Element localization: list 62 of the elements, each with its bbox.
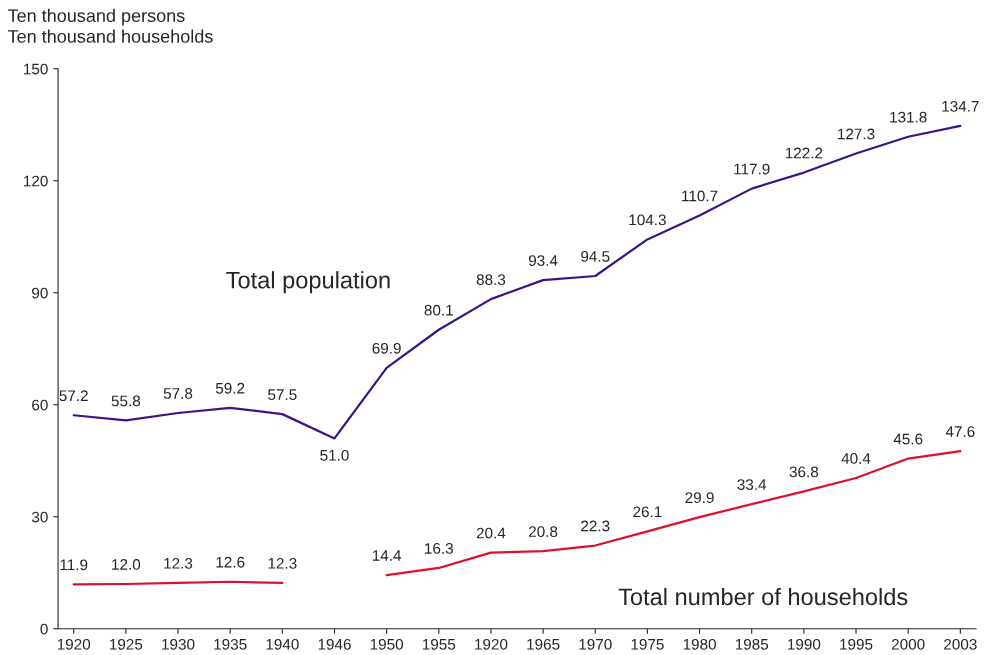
x-tick-label: 1950 (370, 638, 404, 650)
series-label: Total number of households (618, 587, 908, 606)
data-label: 20.8 (529, 526, 558, 538)
data-label: 12.0 (112, 559, 141, 570)
x-tick-label: 1955 (422, 638, 456, 650)
data-label: 122.2 (785, 147, 823, 159)
data-label: 55.8 (111, 395, 141, 407)
x-tick-label: 2003 (944, 638, 977, 650)
data-label: 51.0 (320, 449, 349, 461)
x-tick-label: 2000 (891, 638, 925, 650)
data-label: 57.5 (268, 389, 297, 400)
x-tick-label: 1965 (527, 638, 560, 650)
data-label: 45.6 (893, 433, 923, 445)
data-label: 57.8 (163, 388, 193, 399)
data-label: 22.3 (581, 520, 610, 532)
y-axis-title: Ten thousand persons Ten thousand households (7, 8, 213, 43)
y-tick-label: 60 (32, 399, 48, 411)
data-label: 12.6 (216, 556, 245, 568)
data-label: 57.2 (59, 390, 88, 402)
data-label: 33.4 (737, 479, 767, 490)
y-tick-label: 150 (24, 63, 48, 75)
data-label: 14.4 (372, 550, 402, 561)
x-tick-label: 1970 (579, 638, 612, 650)
data-label: 104.3 (629, 214, 666, 226)
data-label: 47.6 (945, 426, 975, 437)
x-tick-label: 1935 (214, 638, 247, 650)
data-label: 20.4 (476, 527, 506, 539)
x-tick-label: 1930 (162, 638, 195, 650)
data-label: 40.4 (841, 453, 871, 464)
data-label: 16.3 (425, 542, 453, 554)
y-tick-label: 120 (24, 175, 48, 187)
x-tick-label: 1995 (840, 638, 873, 650)
data-label: 93.4 (528, 255, 558, 266)
data-label: 80.1 (424, 304, 453, 316)
x-tick-label: 1980 (683, 638, 716, 650)
x-tick-label: 1946 (318, 638, 351, 650)
x-tick-label: 1990 (788, 638, 821, 650)
data-label: 12.3 (268, 557, 297, 569)
text: Total population (226, 271, 390, 294)
data-label: 131.8 (890, 111, 927, 123)
data-label: 36.8 (789, 466, 819, 478)
data-label: 26.1 (633, 506, 662, 518)
x-tick-label: 1975 (631, 638, 664, 650)
data-label: 127.3 (838, 128, 875, 140)
y-tick-label: 30 (31, 511, 48, 523)
data-label: 88.3 (476, 274, 506, 285)
data-label: 59.2 (215, 382, 245, 394)
data-label: 134.7 (942, 100, 979, 112)
y-tick-label: 0 (40, 623, 48, 635)
data-label: 11.9 (60, 559, 88, 571)
y-tick-label: 90 (32, 287, 48, 299)
x-tick-label: 1925 (110, 638, 143, 650)
x-tick-label: 1920 (475, 638, 508, 650)
data-label: 29.9 (685, 492, 714, 504)
data-label: 110.7 (682, 190, 718, 202)
data-label: 69.9 (372, 342, 401, 354)
data-label: 12.3 (164, 557, 193, 569)
data-label: 117.9 (734, 163, 770, 175)
x-tick-label: 1940 (266, 638, 299, 650)
x-tick-label: 1920 (57, 638, 91, 650)
x-tick-label: 1985 (735, 638, 769, 650)
data-label: 94.5 (581, 251, 610, 262)
